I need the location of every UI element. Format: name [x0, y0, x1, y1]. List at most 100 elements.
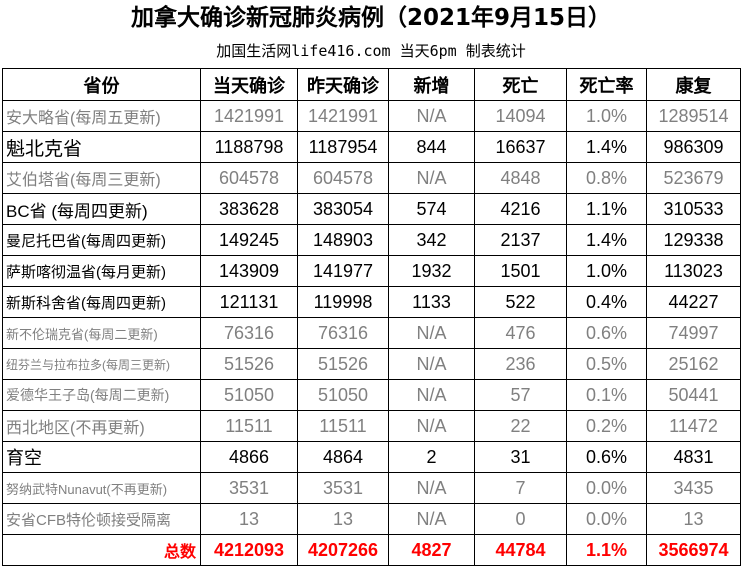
value-cell: 13	[200, 503, 298, 535]
value-cell: 121131	[200, 286, 298, 318]
value-cell: 4212093	[200, 534, 298, 566]
value-cell: 1.1%	[566, 193, 647, 225]
value-cell: 148903	[297, 224, 389, 256]
value-cell: 4831	[646, 441, 741, 473]
value-cell: 44227	[646, 286, 741, 318]
value-cell: 0.2%	[566, 410, 647, 442]
value-cell: 14094	[474, 100, 567, 132]
value-cell: 3435	[646, 472, 741, 504]
value-cell: 476	[474, 317, 567, 349]
table-row: 育空 4866 4864 2 31 0.6% 4831	[2, 441, 741, 473]
value-cell: 3531	[200, 472, 298, 504]
value-cell: 31	[474, 441, 567, 473]
table-row: 安大略省(每周五更新) 1421991 1421991 N/A 14094 1.0% 128…	[2, 100, 741, 132]
value-cell: N/A	[388, 410, 475, 442]
value-cell: N/A	[388, 162, 475, 194]
table-row: 努纳武特Nunavut(不再更新) 3531 3531 N/A 7 0.0% 3435	[2, 472, 741, 504]
value-cell: 1.4%	[566, 131, 647, 163]
province-cell: 新不伦瑞克省(每周二更新)	[2, 317, 201, 349]
header-cell: 新增	[388, 68, 475, 101]
value-cell: 22	[474, 410, 567, 442]
value-cell: 1.0%	[566, 100, 647, 132]
value-cell: 0.8%	[566, 162, 647, 194]
value-cell: 50441	[646, 379, 741, 411]
value-cell: 1289514	[646, 100, 741, 132]
value-cell: 113023	[646, 255, 741, 287]
table-row: 西北地区(不再更新) 11511 11511 N/A 22 0.2% 11472	[2, 410, 741, 442]
value-cell: 1501	[474, 255, 567, 287]
table-row: 曼尼托巴省(每周四更新) 149245 148903 342 2137 1.4% 12933…	[2, 224, 741, 256]
value-cell: 13	[646, 503, 741, 535]
value-cell: 51526	[200, 348, 298, 380]
province-cell: 曼尼托巴省(每周四更新)	[2, 224, 201, 256]
table-row: 纽芬兰与拉布拉多(每周三更新) 51526 51526 N/A 236 0.5% 25162	[2, 348, 741, 380]
province-cell: 爱德华王子岛(每周二更新)	[2, 379, 201, 411]
value-cell: 4827	[388, 534, 475, 566]
province-cell: 艾伯塔省(每周三更新)	[2, 162, 201, 194]
table-row: 艾伯塔省(每周三更新) 604578 604578 N/A 4848 0.8% 523679	[2, 162, 741, 194]
value-cell: 1.0%	[566, 255, 647, 287]
value-cell: 1421991	[200, 100, 298, 132]
table-row: BC省 (每周四更新) 383628 383054 574 4216 1.1% 310533	[2, 193, 741, 225]
value-cell: 1187954	[297, 131, 389, 163]
value-cell: 0.6%	[566, 317, 647, 349]
value-cell: 236	[474, 348, 567, 380]
value-cell: 4864	[297, 441, 389, 473]
value-cell: 523679	[646, 162, 741, 194]
table-row: 新不伦瑞克省(每周二更新) 76316 76316 N/A 476 0.6% 74997	[2, 317, 741, 349]
value-cell: 51050	[200, 379, 298, 411]
value-cell: 1.1%	[566, 534, 647, 566]
value-cell: 574	[388, 193, 475, 225]
header-cell: 当天确诊	[200, 68, 298, 101]
province-cell: 安大略省(每周五更新)	[2, 100, 201, 132]
value-cell: 0.4%	[566, 286, 647, 318]
value-cell: 76316	[200, 317, 298, 349]
value-cell: 383054	[297, 193, 389, 225]
value-cell: 129338	[646, 224, 741, 256]
value-cell: 51526	[297, 348, 389, 380]
province-cell: 魁北克省	[2, 131, 201, 163]
title: 加拿大确诊新冠肺炎病例（2021年9月15日）	[130, 5, 612, 31]
value-cell: 44784	[474, 534, 567, 566]
value-cell: 141977	[297, 255, 389, 287]
value-cell: 844	[388, 131, 475, 163]
value-cell: 1932	[388, 255, 475, 287]
value-cell: 986309	[646, 131, 741, 163]
value-cell: N/A	[388, 348, 475, 380]
value-cell: 3566974	[646, 534, 741, 566]
value-cell: 383628	[200, 193, 298, 225]
header-cell: 康复	[646, 68, 741, 101]
value-cell: 119998	[297, 286, 389, 318]
value-cell: 0	[474, 503, 567, 535]
value-cell: 0.0%	[566, 503, 647, 535]
value-cell: 57	[474, 379, 567, 411]
value-cell: 4848	[474, 162, 567, 194]
value-cell: N/A	[388, 503, 475, 535]
value-cell: 1188798	[200, 131, 298, 163]
value-cell: N/A	[388, 472, 475, 504]
value-cell: 3531	[297, 472, 389, 504]
value-cell: 2137	[474, 224, 567, 256]
value-cell: 7	[474, 472, 567, 504]
header-cell: 昨天确诊	[297, 68, 389, 101]
subtitle: 加国生活网life416.com 当天6pm 制表统计	[216, 42, 526, 60]
value-cell: 4216	[474, 193, 567, 225]
value-cell: 342	[388, 224, 475, 256]
table-row: 安省CFB特伦顿接受隔离 13 13 N/A 0 0.0% 13	[2, 503, 741, 535]
value-cell: 76316	[297, 317, 389, 349]
header-cell: 死亡率	[566, 68, 647, 101]
value-cell: 16637	[474, 131, 567, 163]
value-cell: 4866	[200, 441, 298, 473]
province-cell: 新斯科舍省(每周四更新)	[2, 286, 201, 318]
value-cell: 1.4%	[566, 224, 647, 256]
value-cell: 0.6%	[566, 441, 647, 473]
value-cell: 604578	[297, 162, 389, 194]
value-cell: 522	[474, 286, 567, 318]
value-cell: 2	[388, 441, 475, 473]
province-cell: 西北地区(不再更新)	[2, 410, 201, 442]
value-cell: 310533	[646, 193, 741, 225]
value-cell: 0.1%	[566, 379, 647, 411]
value-cell: 25162	[646, 348, 741, 380]
table-row: 总数 4212093 4207266 4827 44784 1.1% 3566974	[2, 534, 741, 566]
